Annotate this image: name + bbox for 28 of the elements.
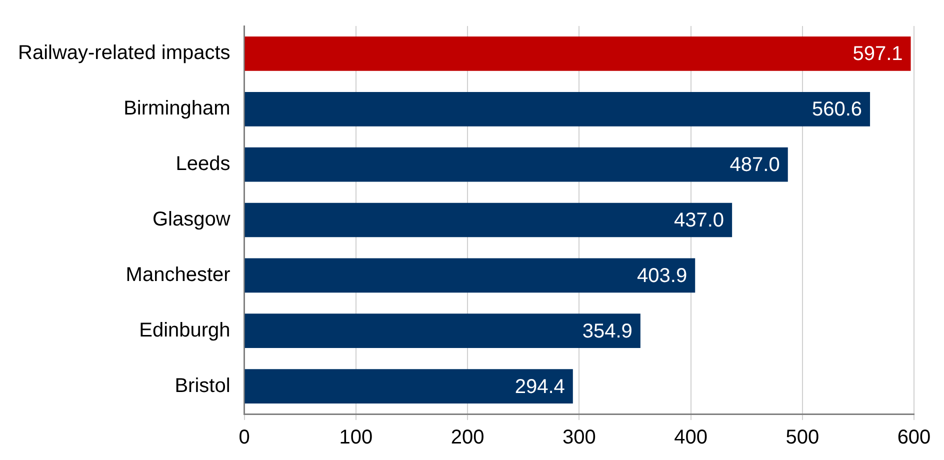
bar [244,147,788,182]
data-label: 403.9 [637,264,688,287]
x-tick-label: 300 [562,426,596,449]
bar [244,36,911,71]
y-tick-label: Leeds [176,153,230,176]
bar [244,202,732,238]
bar [244,258,696,293]
data-label: 560.6 [812,98,862,121]
y-tick-label: Bristol [174,374,230,397]
y-tick-label: Manchester [126,264,231,286]
x-tick-label: 600 [897,426,931,449]
data-label: 437.0 [674,210,724,232]
bar [244,369,573,404]
data-label: 294.4 [514,376,565,398]
data-label: 597.1 [852,43,903,66]
y-tick-label: Glasgow [152,208,231,231]
x-tick-label: 0 [238,426,250,449]
bar [244,92,870,126]
y-tick-label: Birmingham [124,98,230,120]
x-tick-label: 200 [450,426,484,449]
data-label: 487.0 [730,154,780,176]
x-tick-label: 400 [674,426,708,449]
bar [244,314,640,348]
y-tick-label: Railway-related impacts [18,42,230,64]
data-label: 354.9 [582,320,632,342]
y-tick-label: Edinburgh [139,319,230,342]
x-tick-label: 100 [339,426,373,449]
x-tick-label: 500 [786,426,820,449]
